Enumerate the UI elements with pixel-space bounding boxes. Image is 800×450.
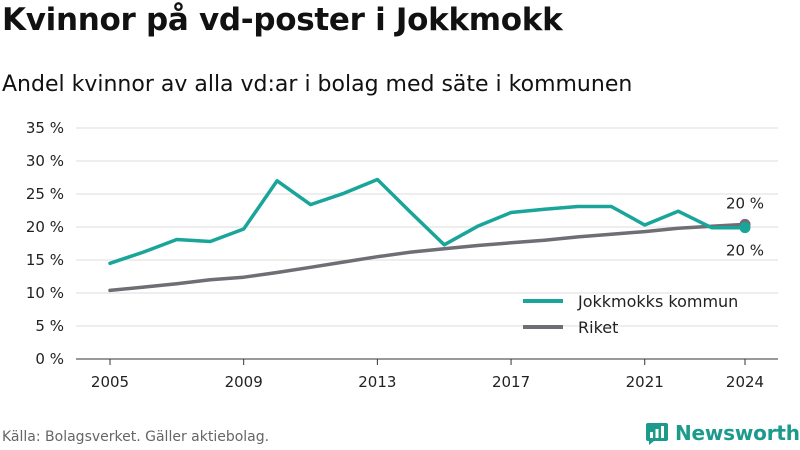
y-tick-label: 5 % [35, 317, 64, 335]
x-tick-label: 2013 [358, 373, 396, 391]
x-tick-label: 2005 [91, 373, 129, 391]
series-lines [108, 177, 751, 293]
x-tick-label: 2021 [626, 373, 664, 391]
x-tick-label: 2017 [492, 373, 530, 391]
chart-title: Kvinnor på vd-poster i Jokkmokk [2, 2, 563, 38]
end-labels: 20 % 20 % [726, 194, 764, 259]
brand-logo: Newsworthy [645, 419, 800, 447]
axes: 0 % 5 % 10 % 15 % 20 % 25 % 30 % 35 % 2005 2009 20… [26, 119, 778, 391]
end-label-jokkmokk: 20 % [726, 242, 764, 260]
legend-label: Riket [578, 318, 618, 337]
end-label-riket: 20 % [726, 194, 764, 212]
y-tick-label: 0 % [35, 350, 64, 368]
series-line-jokkmokk [108, 177, 747, 266]
legend-label: Jokkmokks kommun [577, 292, 738, 311]
end-point-jokkmokk [739, 222, 751, 234]
series-line-riket [108, 222, 747, 293]
brand-name: Newsworthy [675, 421, 800, 445]
y-tick-label: 35 % [26, 119, 64, 137]
gridlines [76, 127, 778, 327]
source-note: Källa: Bolagsverket. Gäller aktiebolag. [2, 429, 270, 445]
y-tick-label: 25 % [26, 185, 64, 203]
chart-subtitle: Andel kvinnor av alla vd:ar i bolag med … [2, 72, 633, 97]
legend: Jokkmokks kommun Riket [523, 292, 738, 337]
newsworthy-logo-icon [646, 423, 668, 445]
x-tick-label: 2024 [726, 373, 764, 391]
x-tick-label: 2009 [225, 373, 263, 391]
y-tick-label: 10 % [26, 284, 64, 302]
y-tick-label: 15 % [26, 251, 64, 269]
y-tick-label: 20 % [26, 218, 64, 236]
y-tick-label: 30 % [26, 152, 64, 170]
